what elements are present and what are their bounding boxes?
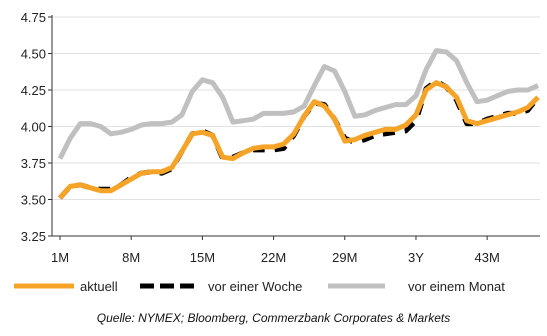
- axes: [48, 15, 540, 240]
- y-tick-label: 4.25: [21, 83, 46, 98]
- y-tick-label: 3.25: [21, 229, 46, 244]
- x-tick-label: 3Y: [408, 250, 424, 265]
- legend-label-1: vor einer Woche: [208, 279, 302, 294]
- x-tick-label: 29M: [332, 250, 357, 265]
- y-tick-label: 3.75: [21, 156, 46, 171]
- source-note: Quelle: NYMEX; Bloomberg, Commerzbank Co…: [96, 311, 451, 325]
- legend-label-0: aktuell: [80, 279, 118, 294]
- y-tick-label: 3.50: [21, 193, 46, 208]
- y-tick-label: 4.50: [21, 47, 46, 62]
- series-line-0: [57, 48, 539, 160]
- x-tick-label: 15M: [190, 250, 215, 265]
- legend: aktuell vor einer Woche vor einem Monat: [14, 279, 505, 294]
- y-tick-label: 4.75: [21, 10, 46, 25]
- y-tick-label: 4.00: [21, 120, 46, 135]
- x-tick-label: 1M: [51, 250, 69, 265]
- tick-labels: 3.25 3.50 3.75 4.00 4.25 4.50 4.75 1M 8M 15M 22M 29…: [21, 10, 500, 265]
- x-tick-label: 22M: [261, 250, 286, 265]
- x-tick-label: 8M: [122, 250, 140, 265]
- legend-label-2: vor einem Monat: [408, 279, 505, 294]
- data-series: [57, 48, 540, 200]
- x-tick-label: 43M: [475, 250, 500, 265]
- series-line-2: [58, 80, 540, 200]
